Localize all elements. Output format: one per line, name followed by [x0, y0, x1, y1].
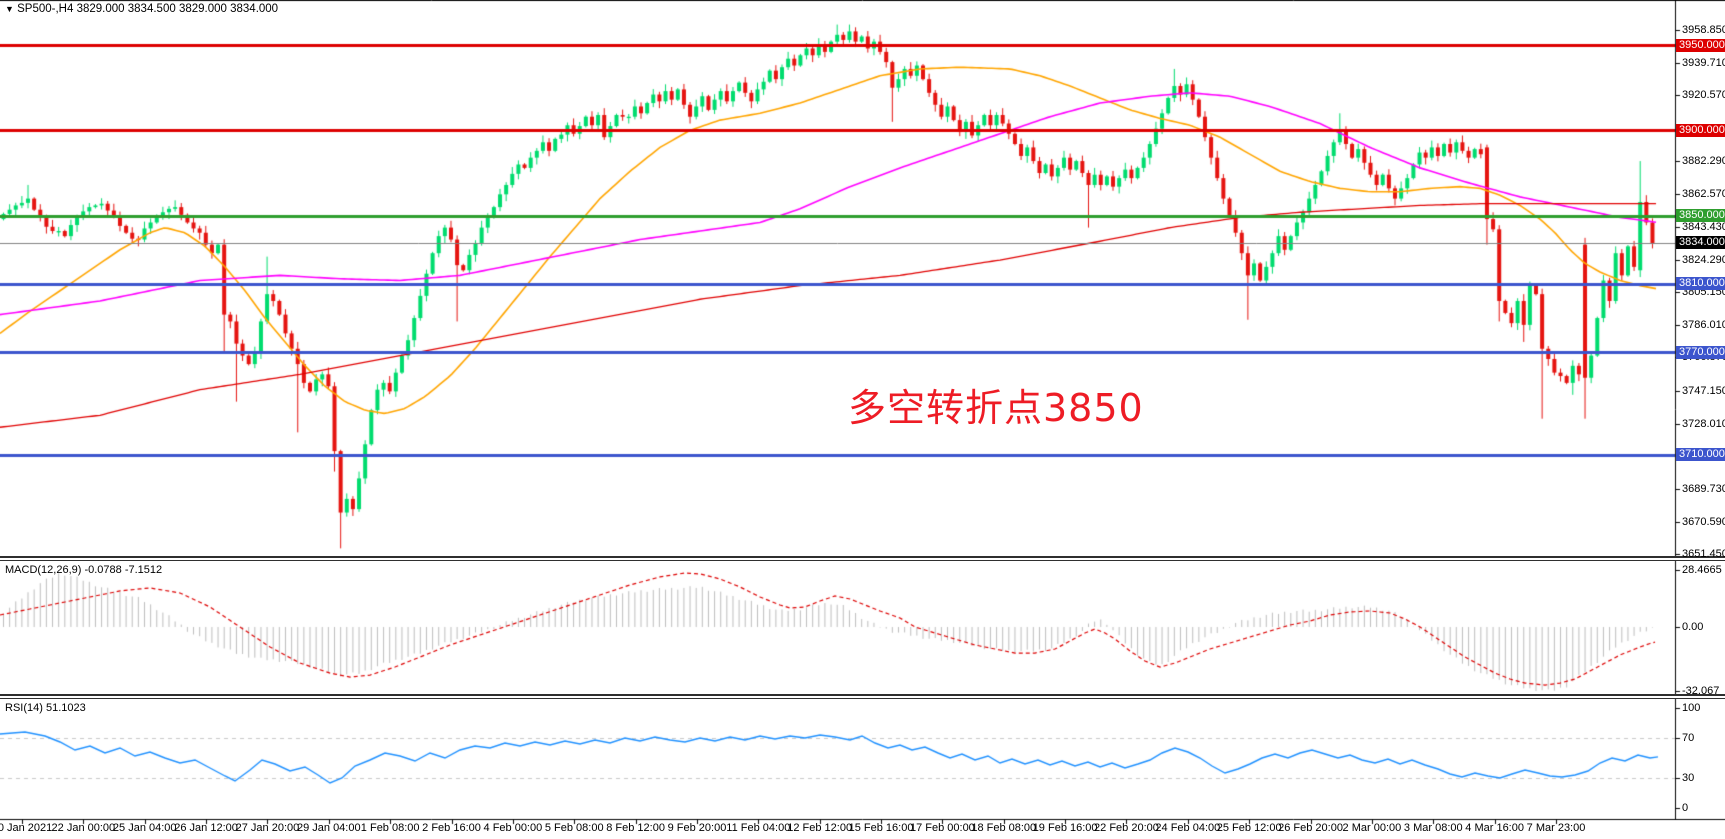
quote-open: 3829.000: [76, 3, 125, 15]
quote-low: 3829.000: [178, 3, 227, 15]
quote-bar: ▼ SP500-,H4 3829.000 3834.500 3829.000 3…: [5, 3, 278, 15]
symbol-dropdown-icon[interactable]: ▼: [5, 4, 14, 14]
macd-indicator-label: MACD(12,26,9) -0.0788 -7.1512: [5, 564, 163, 576]
panel-separator-macd[interactable]: [0, 556, 1725, 561]
chart-text-annotation[interactable]: 多空转折点3850: [848, 386, 1144, 430]
panel-separator-rsi[interactable]: [0, 694, 1725, 699]
symbol-period: SP500-,H4: [17, 3, 74, 15]
rsi-indicator-label: RSI(14) 51.1023: [5, 702, 86, 714]
quote-high: 3834.500: [127, 3, 176, 15]
quote-close: 3834.000: [230, 3, 279, 15]
